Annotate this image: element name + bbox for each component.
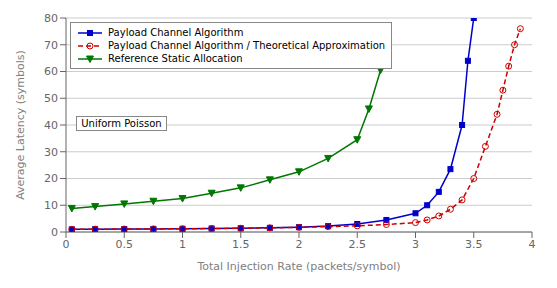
svg-text:40: 40 xyxy=(44,119,58,132)
svg-text:50: 50 xyxy=(44,92,58,105)
svg-text:2: 2 xyxy=(296,238,303,251)
svg-text:Average Latency (symbols): Average Latency (symbols) xyxy=(14,50,27,200)
svg-text:1: 1 xyxy=(179,238,186,251)
svg-text:70: 70 xyxy=(44,39,58,52)
svg-text:80: 80 xyxy=(44,12,58,25)
svg-text:20: 20 xyxy=(44,172,58,185)
svg-text:60: 60 xyxy=(44,65,58,78)
html-text:Uniform Poisson: Uniform Poisson xyxy=(81,118,162,130)
svg-text:4: 4 xyxy=(529,238,536,251)
svg-text:1.5: 1.5 xyxy=(232,238,250,251)
html-text:Reference Static Allocation: Reference Static Allocation xyxy=(108,53,243,64)
svg-text:Total Injection Rate (packets/: Total Injection Rate (packets/symbol) xyxy=(196,260,400,273)
svg-text:3: 3 xyxy=(412,238,419,251)
svg-text:30: 30 xyxy=(44,146,58,159)
svg-text:10: 10 xyxy=(44,199,58,212)
svg-text:2.5: 2.5 xyxy=(349,238,367,251)
html-text:Payload Channel Algorithm: Payload Channel Algorithm xyxy=(108,27,244,38)
svg-text:0.5: 0.5 xyxy=(116,238,134,251)
svg-text:0: 0 xyxy=(51,226,58,239)
svg-text:3.5: 3.5 xyxy=(465,238,483,251)
svg-text:0: 0 xyxy=(63,238,70,251)
html-text:Payload Channel Algorithm / Th: Payload Channel Algorithm / Theoretical … xyxy=(108,40,386,51)
